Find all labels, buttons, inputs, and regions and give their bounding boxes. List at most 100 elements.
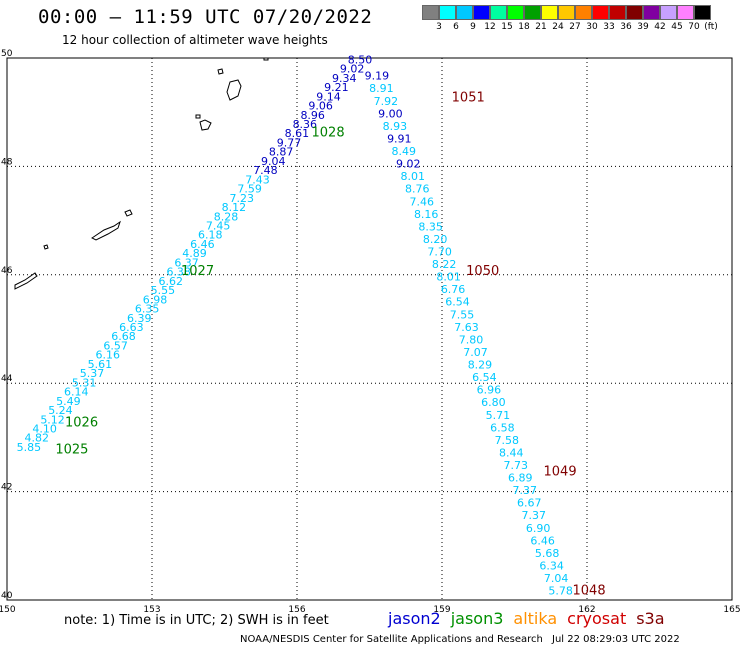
colorbar-swatch bbox=[609, 5, 626, 20]
coastline-islands bbox=[14, 57, 269, 290]
island-shape bbox=[217, 68, 224, 75]
y-tick-label: 48 bbox=[1, 157, 13, 167]
ascending-point: 4.10 bbox=[32, 422, 57, 435]
descending-point: 7.70 bbox=[427, 245, 452, 258]
colorbar-label: 21 bbox=[535, 22, 547, 32]
ascending-point: 5.55 bbox=[151, 284, 176, 297]
colorbar-swatch bbox=[456, 5, 473, 20]
track-label-1027: 1027 bbox=[181, 264, 214, 279]
descending-point: 7.92 bbox=[374, 95, 399, 108]
ascending-point: 7.48 bbox=[253, 164, 278, 177]
ascending-point: 8.12 bbox=[222, 201, 247, 214]
descending-point: 9.91 bbox=[387, 132, 412, 145]
descending-point: 8.35 bbox=[418, 220, 443, 233]
legend-jason2: jason2 bbox=[388, 609, 441, 628]
colorbar-swatch bbox=[592, 5, 609, 20]
ascending-point: 6.14 bbox=[64, 386, 89, 399]
ascending-point: 7.23 bbox=[230, 192, 255, 205]
descending-point: 6.58 bbox=[490, 421, 514, 434]
ascending-point: 6.68 bbox=[111, 330, 136, 343]
ascending-point: 6.37 bbox=[174, 256, 199, 269]
descending-point: 7.58 bbox=[495, 434, 520, 447]
chart-title: 00:00 – 11:59 UTC 07/20/2022 bbox=[38, 6, 373, 28]
track-label-1049: 1049 bbox=[544, 464, 577, 479]
descending-point: 6.76 bbox=[441, 283, 466, 296]
track-labels: 1025 1026 1027 1028 1051 1050 1049 1048 bbox=[55, 90, 605, 598]
x-tick-label: 150 bbox=[0, 605, 16, 615]
descending-point: 8.01 bbox=[401, 170, 426, 183]
descending-point: 8.22 bbox=[432, 258, 457, 271]
x-tick-label: 156 bbox=[288, 605, 305, 615]
legend-altika: altika bbox=[513, 609, 558, 628]
ascending-point: 5.61 bbox=[88, 358, 113, 371]
descending-point: 7.46 bbox=[409, 195, 434, 208]
track-label-1025: 1025 bbox=[55, 443, 88, 458]
x-tick-label: 162 bbox=[578, 605, 595, 615]
colorbar-label: 9 bbox=[470, 22, 476, 32]
descending-point: 5.68 bbox=[535, 547, 560, 560]
descending-point: 7.63 bbox=[454, 321, 479, 334]
colorbar-label: 12 bbox=[484, 22, 496, 32]
grid-lines bbox=[7, 58, 732, 600]
colorbar-label: 3 bbox=[436, 22, 442, 32]
footer-credit: NOAA/NESDIS Center for Satellite Applica… bbox=[240, 634, 543, 645]
ascending-point: 6.63 bbox=[119, 321, 143, 334]
descending-point: 7.07 bbox=[463, 346, 488, 359]
ascending-point: 9.21 bbox=[324, 81, 349, 94]
ascending-point: 8.87 bbox=[269, 146, 294, 159]
ascending-point: 9.06 bbox=[308, 100, 333, 113]
colorbar-swatch bbox=[422, 5, 439, 20]
descending-point: 8.76 bbox=[405, 183, 430, 196]
footer-note: note: 1) Time is in UTC; 2) SWH is in fe… bbox=[64, 613, 329, 628]
colorbar-swatch bbox=[473, 5, 490, 20]
ascending-point: 6.62 bbox=[159, 275, 184, 288]
colorbar-swatch bbox=[626, 5, 643, 20]
y-tick-label: 42 bbox=[1, 483, 12, 493]
ascending-point: 7.43 bbox=[245, 173, 270, 186]
colorbar-label: 70 bbox=[688, 22, 700, 32]
descending-point: 6.96 bbox=[477, 384, 502, 397]
descending-point: 8.01 bbox=[436, 271, 461, 284]
colorbar-swatch bbox=[541, 5, 558, 20]
descending-point: 6.67 bbox=[517, 497, 542, 510]
island-shape bbox=[195, 114, 201, 119]
descending-point: 9.02 bbox=[396, 158, 421, 171]
colorbar-swatch bbox=[694, 5, 711, 20]
descending-point: 8.20 bbox=[423, 233, 448, 246]
descending-point: 8.91 bbox=[369, 82, 394, 95]
ascending-point: 5.24 bbox=[48, 404, 72, 417]
descending-point: 5.78 bbox=[548, 585, 573, 598]
x-tick-label: 159 bbox=[433, 605, 450, 615]
colorbar-swatch bbox=[677, 5, 694, 20]
swh-points: 5.854.824.105.125.245.496.145.315.375.61… bbox=[17, 53, 573, 597]
ascending-point: 5.31 bbox=[72, 376, 97, 389]
track-label-1026: 1026 bbox=[65, 416, 98, 431]
descending-point: 6.80 bbox=[481, 396, 506, 409]
descending-point: 7.73 bbox=[504, 459, 529, 472]
descending-point: 6.54 bbox=[472, 371, 497, 384]
colorbar-swatch bbox=[660, 5, 677, 20]
ascending-point: 9.14 bbox=[316, 90, 341, 103]
ascending-point: 8.28 bbox=[214, 210, 239, 223]
ascending-point: 6.18 bbox=[198, 229, 223, 242]
ascending-point: 8.61 bbox=[285, 127, 310, 140]
descending-point: 9.19 bbox=[365, 70, 390, 83]
legend-s3a: s3a bbox=[636, 609, 665, 628]
island-shape bbox=[14, 272, 38, 290]
ascending-point: 6.39 bbox=[127, 312, 151, 325]
track-label-1028: 1028 bbox=[312, 126, 345, 141]
legend-cryosat: cryosat bbox=[567, 609, 627, 628]
colorbar-label: 45 bbox=[671, 22, 683, 32]
ascending-point: 7.45 bbox=[206, 220, 231, 233]
legend-jason3: jason3 bbox=[450, 609, 504, 628]
colorbar-swatch bbox=[524, 5, 541, 20]
descending-point: 7.55 bbox=[450, 308, 475, 321]
ascending-point: 5.37 bbox=[80, 367, 105, 380]
colorbar-label: 39 bbox=[637, 22, 649, 32]
plot-border bbox=[6, 57, 733, 601]
descending-point: 8.16 bbox=[414, 208, 439, 221]
ascending-point: 4.89 bbox=[182, 247, 207, 260]
colorbar-swatch bbox=[643, 5, 660, 20]
x-tick-label: 165 bbox=[723, 605, 740, 615]
descending-point: 6.46 bbox=[530, 534, 555, 547]
